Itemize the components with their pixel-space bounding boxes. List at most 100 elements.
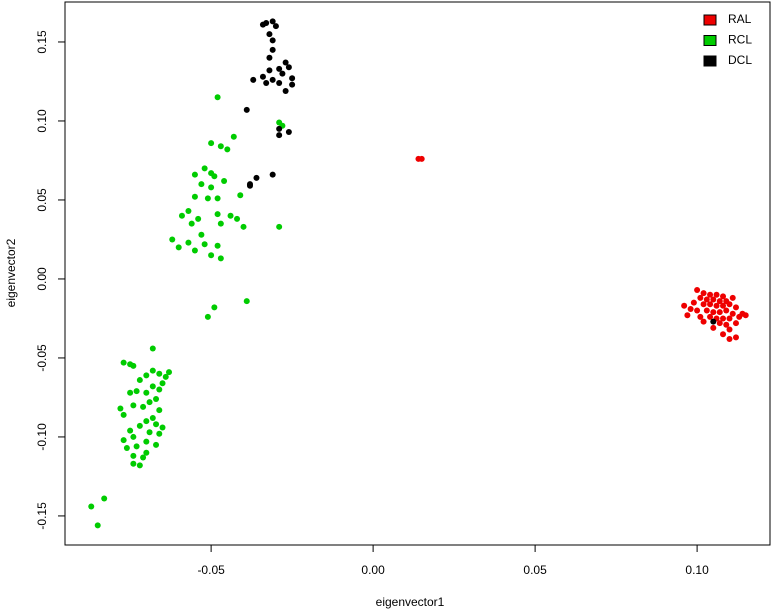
point	[156, 430, 163, 437]
point	[153, 396, 160, 403]
point	[234, 215, 241, 222]
point	[266, 54, 273, 61]
point	[123, 444, 130, 451]
point	[707, 301, 714, 308]
point	[285, 64, 292, 71]
point	[175, 244, 182, 251]
point	[726, 335, 733, 342]
point	[276, 132, 283, 139]
point	[166, 369, 173, 376]
point	[127, 427, 134, 434]
point	[208, 184, 215, 191]
point	[143, 418, 150, 425]
point	[240, 223, 247, 230]
point	[703, 296, 710, 303]
point	[736, 313, 743, 320]
point	[195, 215, 202, 222]
point	[279, 70, 286, 77]
point	[700, 318, 707, 325]
y-tick-label: -0.15	[35, 502, 49, 530]
point	[716, 309, 723, 316]
point	[720, 293, 727, 300]
point	[694, 287, 701, 294]
point	[720, 315, 727, 322]
point	[690, 299, 697, 306]
point	[726, 301, 733, 308]
point	[156, 386, 163, 393]
point	[149, 345, 156, 352]
point	[149, 367, 156, 374]
point	[732, 320, 739, 327]
point	[211, 173, 218, 180]
y-tick-label: 0.10	[35, 109, 49, 133]
point	[198, 181, 205, 188]
point	[266, 67, 273, 74]
point	[143, 389, 150, 396]
legend-label: DCL	[728, 53, 752, 67]
point	[130, 460, 137, 467]
point	[101, 495, 108, 502]
point	[243, 106, 250, 113]
point	[269, 171, 276, 178]
point	[217, 220, 224, 227]
point	[276, 65, 283, 72]
legend-label: RAL	[728, 12, 752, 26]
point	[88, 503, 95, 510]
point	[217, 255, 224, 262]
point	[732, 304, 739, 311]
point	[269, 18, 276, 25]
point	[133, 388, 140, 395]
legend-label: RCL	[728, 33, 752, 47]
y-tick-label: -0.10	[35, 423, 49, 451]
point	[687, 305, 694, 312]
point	[716, 320, 723, 327]
point	[214, 242, 221, 249]
point	[697, 313, 704, 320]
point	[214, 211, 221, 218]
point	[742, 312, 749, 319]
point	[149, 414, 156, 421]
point	[720, 331, 727, 338]
point	[289, 81, 296, 88]
point	[169, 236, 176, 243]
legend-swatch	[703, 55, 717, 67]
plot-frame	[64, 1, 771, 546]
point	[201, 241, 208, 248]
point	[230, 133, 237, 140]
point	[130, 452, 137, 459]
point	[143, 438, 150, 445]
point	[723, 321, 730, 328]
point	[117, 405, 124, 412]
point	[143, 372, 150, 379]
point	[732, 334, 739, 341]
point	[269, 37, 276, 44]
point	[703, 307, 710, 314]
legend-swatch	[703, 14, 717, 26]
point	[146, 399, 153, 406]
point	[127, 389, 134, 396]
point	[136, 462, 143, 469]
point	[136, 377, 143, 384]
point	[143, 449, 150, 456]
point	[418, 155, 425, 162]
point	[120, 359, 127, 366]
point	[162, 373, 169, 380]
point	[159, 424, 166, 431]
point	[710, 324, 717, 331]
point	[224, 146, 231, 153]
point	[156, 370, 163, 377]
point	[221, 177, 228, 184]
point	[243, 298, 250, 305]
x-tick-label: -0.05	[197, 563, 225, 577]
point	[246, 182, 253, 189]
y-tick-label: 0.00	[35, 267, 49, 291]
point	[214, 94, 221, 101]
point	[204, 313, 211, 320]
point	[720, 302, 727, 309]
point	[276, 223, 283, 230]
point	[201, 165, 208, 172]
x-axis-label: eigenvector1	[376, 595, 445, 609]
x-tick-label: 0.10	[685, 563, 709, 577]
point	[269, 76, 276, 83]
point	[204, 195, 211, 202]
